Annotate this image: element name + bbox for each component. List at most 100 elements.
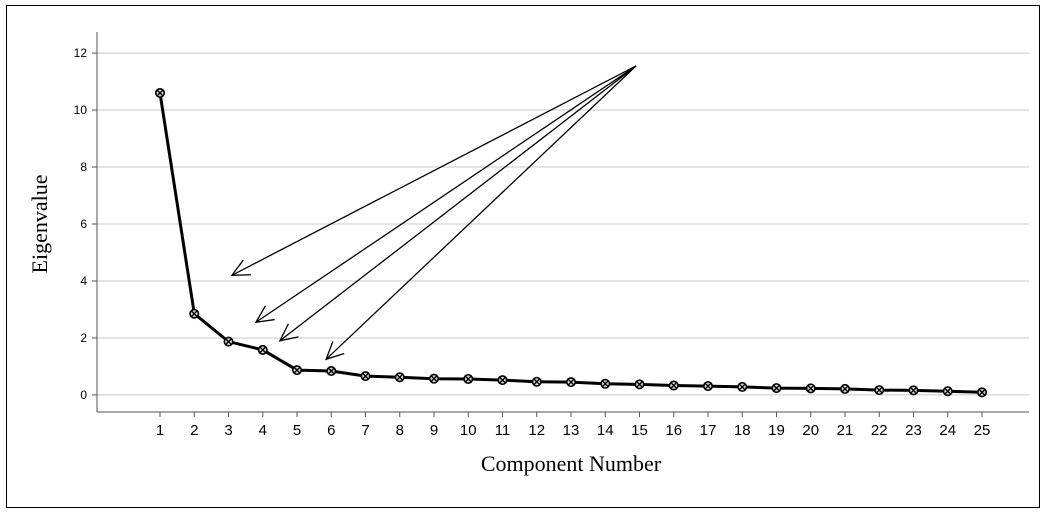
data-point-5	[291, 365, 302, 376]
data-point-12	[531, 376, 542, 387]
y-axis-ticks: 0 2 4 6 8 10 12	[74, 46, 97, 402]
chart-frame: 0 2 4 6 8 10 12 1 2 3 4 5 6 7 8 9 10 11 12 13 14 15 16 17 18 19 2…	[6, 5, 1040, 508]
data-point-22	[874, 385, 885, 396]
marker-cross-b	[841, 385, 849, 393]
arrow-shaft	[325, 65, 637, 360]
x-tick-label: 1	[156, 422, 164, 439]
marker-cross-b	[738, 383, 746, 391]
marker-cross-b	[944, 387, 952, 395]
series-markers	[155, 87, 987, 398]
marker-cross-b	[225, 338, 232, 346]
marker-cross-b	[567, 378, 575, 386]
x-tick-label: 9	[430, 422, 438, 439]
marker-cross-b	[499, 376, 506, 384]
x-tick-label: 18	[734, 422, 751, 439]
data-point-2	[189, 308, 200, 319]
marker-cross-b	[190, 310, 198, 318]
x-tick-label: 7	[361, 422, 369, 439]
x-tick-label: 2	[190, 422, 198, 439]
arrow-3	[278, 65, 637, 342]
marker-cross-b	[533, 378, 541, 386]
y-tick-label: 10	[74, 103, 88, 117]
marker-cross-b	[156, 89, 164, 97]
data-point-17	[702, 381, 713, 392]
arrow-head	[230, 259, 251, 276]
data-point-13	[565, 377, 576, 388]
y-axis-title: Eigenvalue	[27, 175, 52, 274]
data-point-10	[463, 373, 474, 384]
x-tick-label: 23	[905, 422, 922, 439]
x-tick-label: 11	[495, 422, 511, 439]
data-point-11	[497, 375, 508, 386]
data-point-6	[326, 365, 337, 376]
x-tick-label: 17	[700, 422, 717, 439]
data-point-20	[805, 383, 816, 394]
data-point-14	[600, 378, 611, 389]
data-point-16	[668, 380, 679, 391]
marker-cross-b	[430, 375, 438, 383]
marker-cross-b	[259, 346, 267, 354]
marker-cross-b	[601, 380, 609, 388]
arrow-head	[254, 305, 275, 324]
y-tick-label: 0	[80, 388, 87, 402]
y-tick-label: 6	[80, 217, 87, 231]
arrow-head	[278, 323, 299, 342]
y-tick-label: 4	[80, 274, 87, 288]
marker-cross-b	[910, 386, 917, 394]
x-tick-label: 13	[563, 422, 580, 439]
marker-cross-b	[464, 375, 472, 383]
x-tick-label: 21	[837, 422, 854, 439]
x-axis-title: Component Number	[481, 451, 662, 476]
marker-cross-b	[704, 382, 712, 390]
y-tick-label: 2	[80, 331, 87, 345]
x-tick-label: 4	[259, 422, 267, 439]
arrow-shaft	[231, 65, 637, 276]
x-tick-label: 8	[396, 422, 404, 439]
marker-cross-b	[978, 388, 986, 396]
data-point-3	[223, 336, 234, 347]
x-tick-label: 16	[665, 422, 682, 439]
x-tick-label: 14	[597, 422, 614, 439]
marker-cross-b	[293, 366, 301, 374]
data-point-25	[976, 387, 987, 398]
arrow-head	[325, 341, 345, 361]
marker-cross-b	[807, 384, 815, 392]
x-axis-ticks: 1 2 3 4 5 6 7 8 9 10 11 12 13 14 15 16 17 18 19 20 21 22 23 24 2…	[156, 412, 991, 439]
data-point-23	[908, 385, 919, 396]
x-tick-label: 3	[224, 422, 232, 439]
y-tick-label: 12	[74, 46, 88, 60]
x-tick-label: 22	[871, 422, 888, 439]
x-tick-label: 15	[631, 422, 648, 439]
series-line	[158, 92, 983, 394]
x-tick-label: 19	[768, 422, 785, 439]
marker-cross-b	[396, 373, 404, 381]
arrow-2	[254, 65, 637, 324]
marker-cross-b	[327, 367, 335, 375]
data-point-21	[839, 383, 850, 394]
marker-cross-b	[773, 384, 780, 392]
arrow-shaft	[279, 65, 637, 342]
axes	[96, 32, 1029, 413]
data-point-4	[257, 344, 268, 355]
arrow-1	[230, 65, 637, 276]
y-tick-label: 8	[80, 160, 87, 174]
x-tick-label: 20	[802, 422, 819, 439]
annotation-arrows	[230, 65, 637, 361]
data-point-1	[155, 87, 166, 98]
x-tick-label: 25	[974, 422, 991, 439]
data-point-24	[942, 386, 953, 397]
arrow-shaft	[255, 65, 637, 323]
data-point-18	[737, 381, 748, 392]
marker-cross-b	[636, 380, 643, 388]
x-tick-label: 24	[939, 422, 956, 439]
x-tick-label: 10	[460, 422, 477, 439]
marker-cross-b	[875, 386, 883, 394]
marker-cross-b	[362, 372, 369, 380]
data-point-8	[394, 372, 405, 383]
eigenvalue-line	[158, 92, 983, 394]
gridlines	[97, 52, 1029, 396]
data-point-15	[634, 379, 645, 390]
marker-cross-b	[670, 382, 678, 390]
data-point-9	[428, 373, 439, 384]
